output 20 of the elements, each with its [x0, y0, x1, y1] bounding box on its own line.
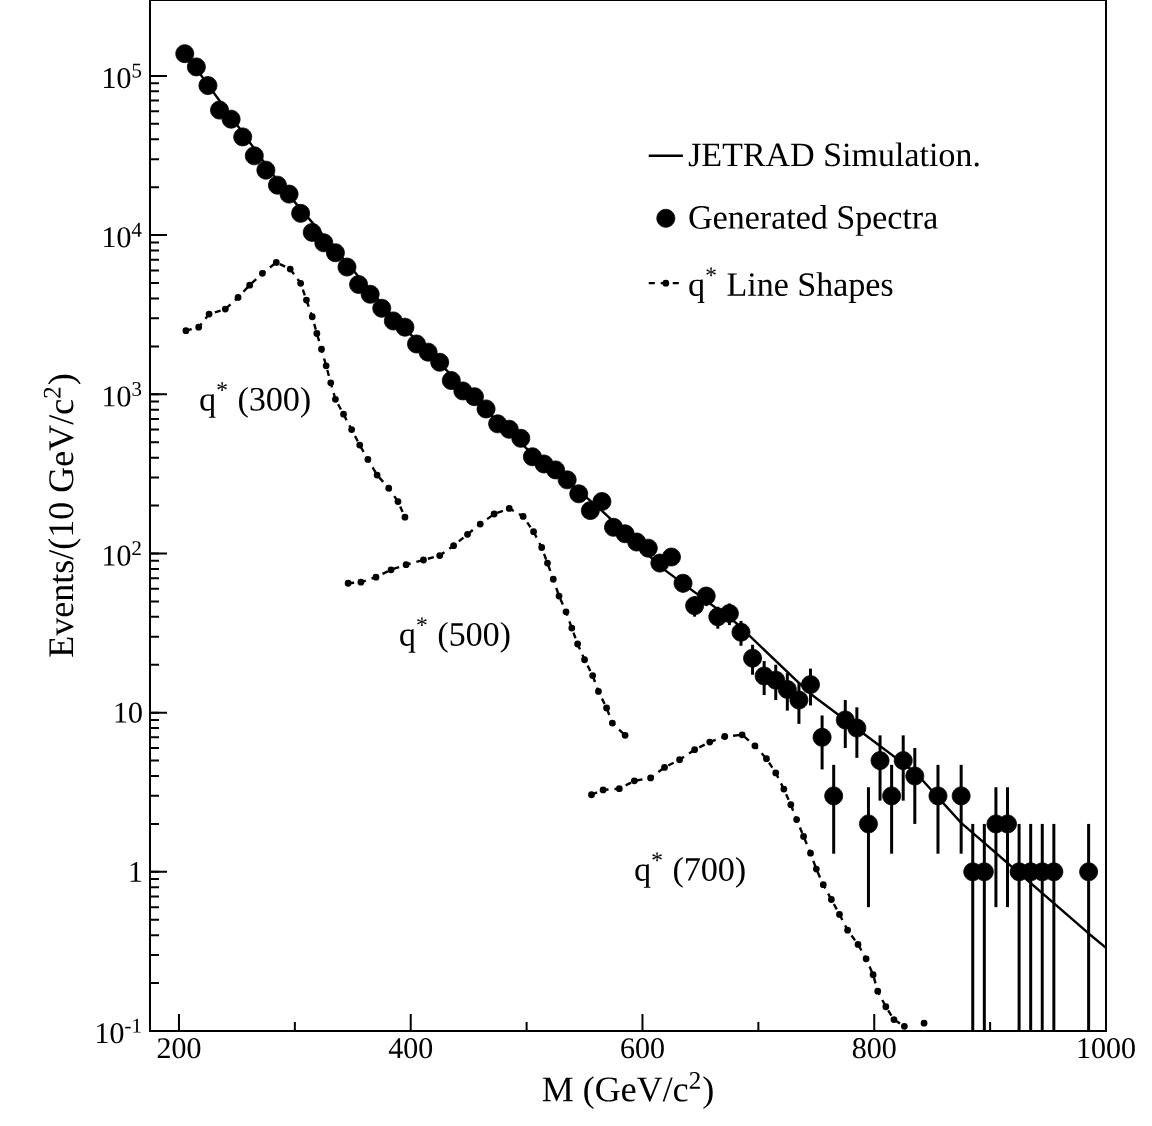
legend-label: Generated Spectra — [689, 205, 938, 236]
y-axis-title: Events/(10 GeV/c$^{2}$) — [43, 374, 81, 657]
x-tick-label: 400 — [388, 1038, 433, 1059]
y-tick-label: 10 — [115, 702, 142, 723]
x-tick-label: 200 — [157, 1038, 201, 1059]
annotation: q$^{*}$ (700) — [635, 852, 745, 888]
legend-label: q$^{*}$ Line Shapes — [689, 267, 893, 303]
y-tick-label: 10$^{4}$ — [104, 222, 142, 248]
annotation: q$^{*}$ (500) — [400, 617, 510, 653]
legend-label: JETRAD Simulation. — [688, 142, 979, 167]
y-tick-label: 10$^{2}$ — [104, 541, 141, 566]
y-tick-label: 10$^{5}$ — [104, 63, 142, 89]
y-tick-label: 1 — [130, 861, 142, 882]
y-tick-label: 10$^{3}$ — [104, 381, 142, 407]
x-tick-label: 800 — [852, 1038, 896, 1059]
y-tick-label: 10$^{-1}$ — [97, 1018, 141, 1044]
x-tick-label: 600 — [621, 1038, 664, 1059]
x-axis-title: M (GeV/c$^{2}$) — [542, 1072, 713, 1109]
x-tick-label: 1000 — [1078, 1038, 1135, 1059]
annotation: q$^{*}$ (300) — [200, 382, 310, 418]
